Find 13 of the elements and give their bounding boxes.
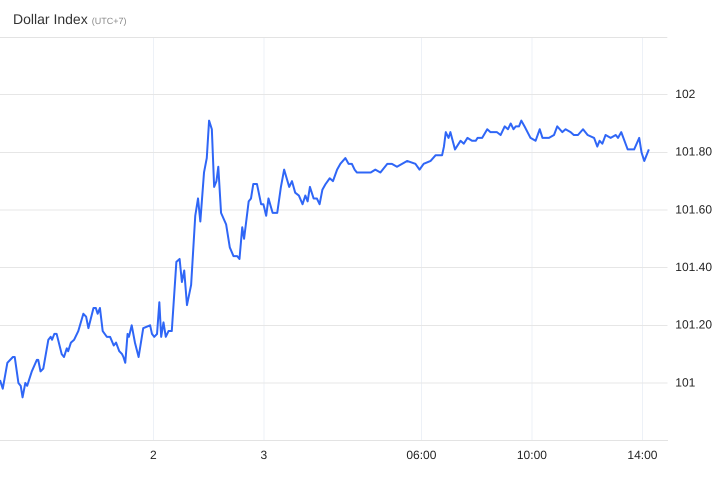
y-tick-label: 101.40 bbox=[675, 260, 712, 274]
x-tick-label: 3 bbox=[260, 448, 268, 462]
y-tick-label: 101.60 bbox=[675, 202, 712, 216]
y-tick-label: 101.80 bbox=[675, 144, 712, 159]
y-tick-label: 102 bbox=[675, 86, 696, 101]
y-tick-label: 101.20 bbox=[675, 318, 712, 332]
x-tick-label: 10:00 bbox=[516, 448, 548, 462]
x-tick-label: 06:00 bbox=[406, 448, 437, 462]
chart-title: Dollar Index bbox=[13, 11, 88, 27]
x-tick-label: 14:00 bbox=[627, 448, 658, 462]
y-tick-label: 101 bbox=[675, 375, 696, 390]
chart-subtitle: (UTC+7) bbox=[92, 16, 126, 26]
x-tick-label: 2 bbox=[150, 448, 158, 462]
